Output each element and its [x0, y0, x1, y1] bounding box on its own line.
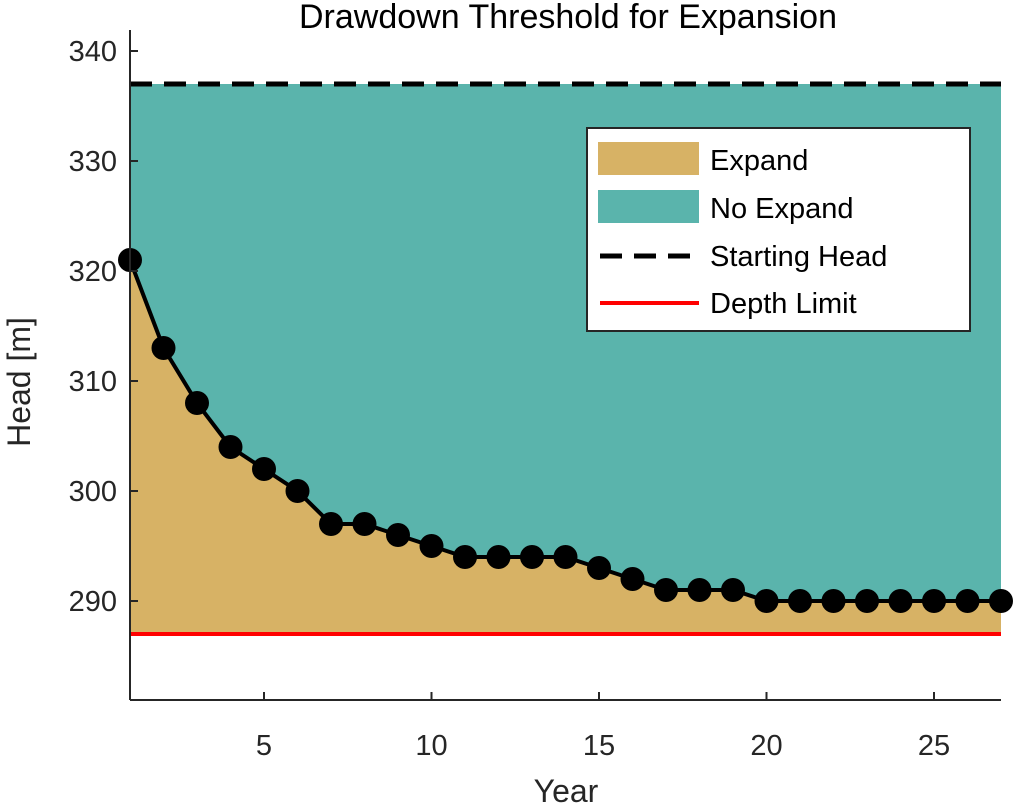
threshold-point	[855, 589, 879, 613]
threshold-point	[185, 391, 209, 415]
threshold-point	[687, 578, 712, 602]
threshold-point	[888, 589, 913, 613]
chart-title: Drawdown Threshold for Expansion	[299, 0, 837, 36]
threshold-point	[520, 545, 544, 569]
legend-label-depth-limit: Depth Limit	[710, 288, 857, 320]
threshold-point	[587, 556, 611, 580]
legend-swatch-expand	[598, 142, 699, 175]
threshold-point	[453, 545, 477, 569]
threshold-point	[252, 457, 276, 481]
threshold-point	[218, 435, 243, 459]
threshold-point	[754, 589, 779, 613]
y-tick-label: 340	[69, 36, 117, 68]
legend-label-expand: Expand	[710, 145, 808, 177]
legend-label-no-expand: No Expand	[710, 193, 854, 225]
threshold-point	[989, 589, 1013, 613]
y-tick-label: 290	[69, 586, 117, 618]
y-tick-label: 330	[69, 146, 117, 178]
threshold-point	[419, 534, 444, 558]
legend-label-starting-head: Starting Head	[710, 241, 887, 273]
x-axis-label: Year	[534, 773, 599, 805]
y-tick-label: 310	[69, 366, 117, 398]
threshold-point	[553, 545, 578, 569]
threshold-point	[654, 578, 678, 602]
y-tick-label: 320	[69, 256, 117, 288]
x-tick-label: 25	[918, 730, 950, 762]
x-tick-label: 5	[256, 730, 272, 762]
threshold-point	[721, 578, 745, 602]
threshold-point	[955, 589, 980, 613]
threshold-point	[285, 479, 310, 503]
legend: Expand No Expand Starting Head Depth Lim…	[586, 127, 971, 332]
x-axis-ticks: 5 10 15 20 25	[256, 692, 950, 762]
threshold-point	[788, 589, 812, 613]
x-tick-label: 20	[750, 730, 782, 762]
threshold-point	[319, 512, 343, 536]
threshold-point	[352, 512, 377, 536]
expand-area	[130, 260, 1001, 634]
threshold-point	[486, 545, 511, 569]
y-axis-label: Head [m]	[1, 317, 37, 447]
threshold-point	[821, 589, 846, 613]
y-axis-ticks: 290 300 310 320 330 340	[69, 36, 138, 618]
y-tick-label: 300	[69, 476, 117, 508]
threshold-point	[620, 567, 645, 591]
legend-swatch-no-expand	[598, 190, 699, 223]
threshold-point	[386, 523, 410, 547]
x-tick-label: 15	[583, 730, 615, 762]
x-tick-label: 10	[415, 730, 447, 762]
threshold-point	[922, 589, 946, 613]
threshold-point	[151, 336, 176, 360]
